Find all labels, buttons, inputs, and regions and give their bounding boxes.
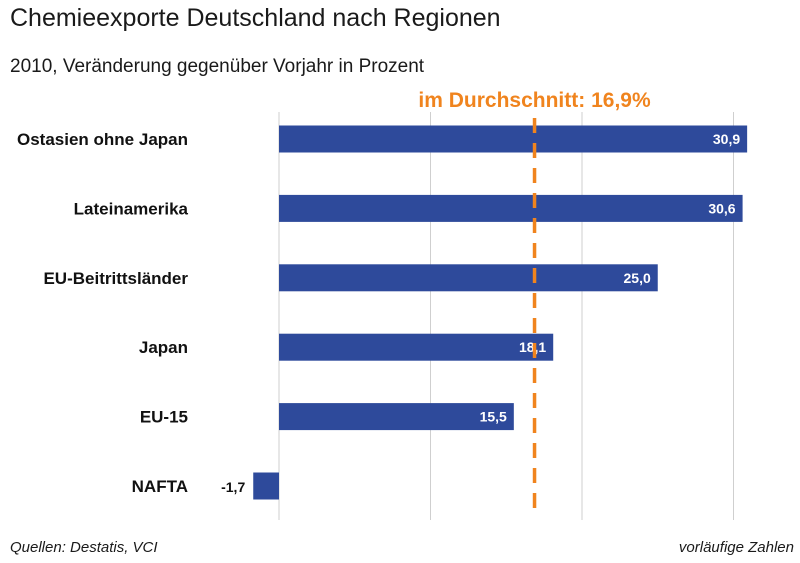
category-label: Ostasien ohne Japan (17, 130, 188, 149)
value-label: 15,5 (480, 409, 507, 425)
preliminary-note: vorläufige Zahlen (678, 539, 794, 556)
value-label: 25,0 (624, 270, 651, 286)
bar-0 (279, 125, 748, 153)
bar-3 (279, 333, 554, 361)
source-note: Quellen: Destatis, VCI (10, 539, 158, 556)
category-label: EU-15 (140, 408, 188, 427)
category-label: Lateinamerika (74, 199, 189, 218)
value-label: 18,1 (519, 339, 546, 355)
category-label: Japan (139, 338, 188, 357)
bar-1 (279, 194, 743, 222)
value-label: -1,7 (221, 479, 245, 495)
bar-4 (279, 403, 514, 431)
chart-subtitle: 2010, Veränderung gegenüber Vorjahr in P… (10, 56, 425, 77)
value-label: 30,9 (713, 131, 740, 147)
average-label: im Durchschnitt: 16,9% (418, 89, 651, 112)
chart-title: Chemieexporte Deutschland nach Regionen (10, 4, 501, 32)
category-label: NAFTA (132, 477, 188, 496)
value-label: 30,6 (708, 200, 735, 216)
bar-5 (253, 472, 279, 500)
bar-2 (279, 264, 658, 292)
category-label: EU-Beitrittsländer (43, 269, 188, 288)
